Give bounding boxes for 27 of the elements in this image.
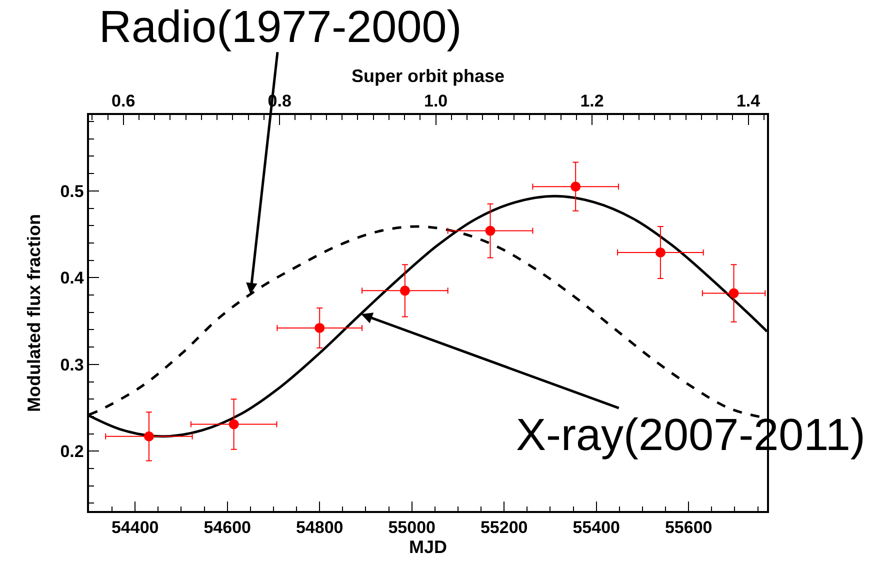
x-tick-label: 55200: [480, 518, 528, 538]
x2-axis-title: Super orbit phase: [351, 66, 505, 86]
annotation: Radio(1977-2000): [99, 1, 462, 52]
y-tick-label: 0.3: [60, 355, 84, 374]
x2-tick-label: 1.4: [736, 91, 761, 110]
point: [400, 286, 410, 296]
x-axis-title: MJD: [408, 537, 448, 558]
x2-tick-label: 0.6: [112, 91, 136, 110]
x2-tick-label: 1.2: [580, 91, 604, 110]
x-tick-label: 55600: [664, 518, 712, 538]
point: [728, 288, 739, 298]
y-tick-label: 0.5: [60, 182, 84, 201]
y-axis-title: Modulated flux fraction: [24, 214, 44, 412]
x-tick-label: 54600: [204, 518, 252, 538]
point: [655, 247, 666, 258]
y-tick-label: 0.4: [60, 268, 84, 288]
x-tick-label: 55000: [388, 518, 436, 538]
point: [228, 419, 239, 430]
point: [485, 226, 496, 236]
point: [144, 431, 154, 442]
x-tick-label: 54400: [111, 518, 159, 538]
point: [570, 182, 581, 192]
x-tick-label: 54800: [296, 518, 344, 538]
x2-tick-label: 1.0: [424, 91, 448, 110]
point: [314, 322, 325, 333]
x-tick-label: 55400: [572, 518, 620, 538]
y-tick-label: 0.2: [60, 442, 84, 462]
